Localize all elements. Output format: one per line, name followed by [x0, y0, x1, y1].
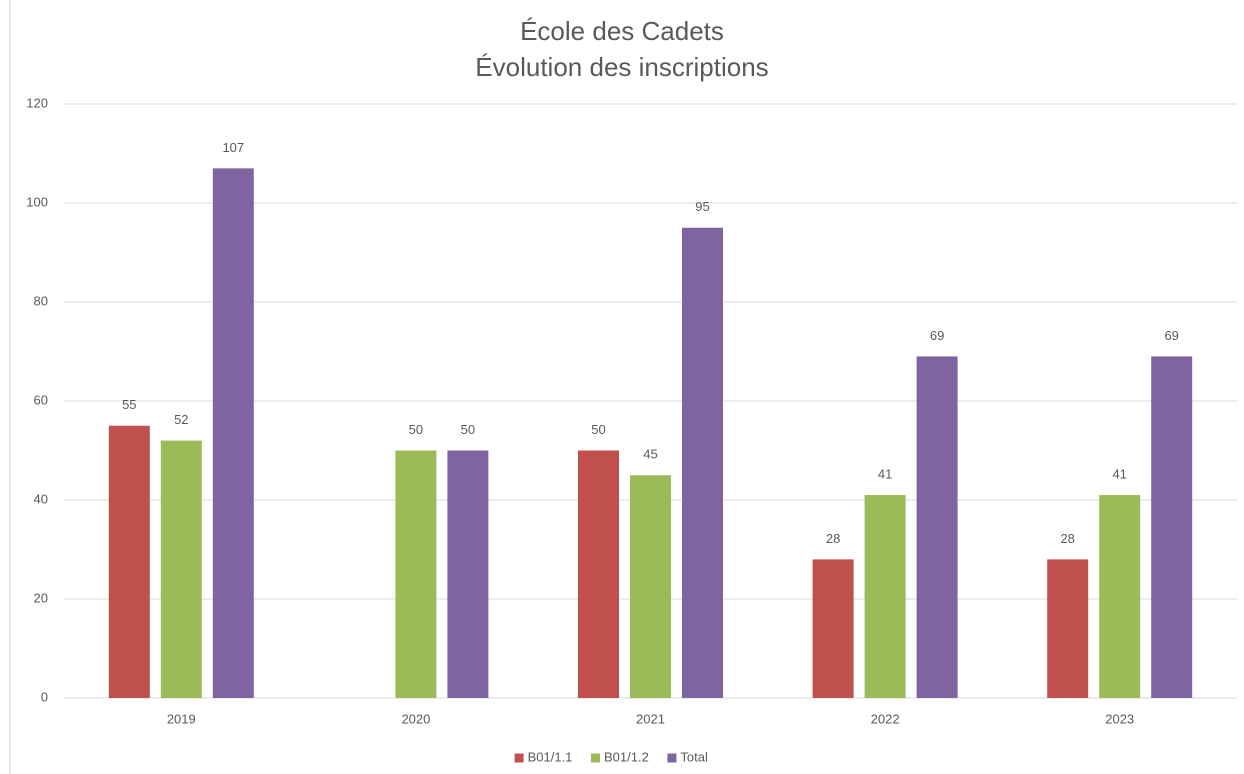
y-tick-label: 60: [34, 392, 48, 407]
bar: [395, 450, 437, 698]
data-label: 69: [1164, 328, 1178, 343]
bar: [108, 425, 150, 698]
data-label: 52: [174, 412, 188, 427]
legend-label: B01/1.2: [604, 749, 649, 764]
legend-label: B01/1.1: [528, 749, 573, 764]
data-label: 55: [122, 397, 136, 412]
legend-label: Total: [680, 749, 708, 764]
data-label: 28: [1060, 531, 1074, 546]
data-label: 107: [222, 140, 244, 155]
data-label: 41: [878, 466, 892, 481]
bar: [578, 450, 619, 698]
bar: [682, 227, 723, 698]
y-tick-label: 80: [34, 293, 48, 308]
y-tick-label: 0: [41, 689, 48, 704]
data-label: 28: [826, 531, 840, 546]
data-label: 69: [930, 328, 944, 343]
x-tick-label: 2019: [167, 711, 196, 726]
data-label: 95: [695, 199, 709, 214]
legend-swatch: [591, 753, 600, 763]
legend-swatch: [667, 753, 677, 763]
chart-title: École des Cadets: [520, 16, 724, 46]
bar: [1047, 559, 1089, 698]
data-label: 41: [1112, 466, 1126, 481]
x-tick-label: 2021: [636, 711, 665, 726]
x-tick-label: 2022: [871, 711, 900, 726]
bar: [916, 356, 958, 698]
bar: [812, 559, 854, 698]
bar: [212, 168, 254, 699]
y-tick-label: 20: [34, 590, 48, 605]
x-tick-label: 2020: [401, 711, 430, 726]
bar: [864, 495, 906, 698]
y-tick-label: 40: [34, 491, 48, 506]
data-label: 50: [591, 422, 605, 437]
bar: [447, 450, 489, 698]
data-label: 50: [409, 422, 423, 437]
bar: [1151, 356, 1193, 698]
bar: [1099, 495, 1141, 698]
bar: [630, 475, 671, 698]
x-tick-label: 2023: [1105, 711, 1134, 726]
y-tick-label: 120: [26, 95, 48, 110]
data-label: 45: [643, 447, 657, 462]
legend-swatch: [514, 753, 524, 763]
data-label: 50: [461, 422, 475, 437]
bar: [160, 440, 202, 698]
chart-subtitle: Évolution des inscriptions: [475, 52, 768, 82]
y-tick-label: 100: [26, 194, 48, 209]
